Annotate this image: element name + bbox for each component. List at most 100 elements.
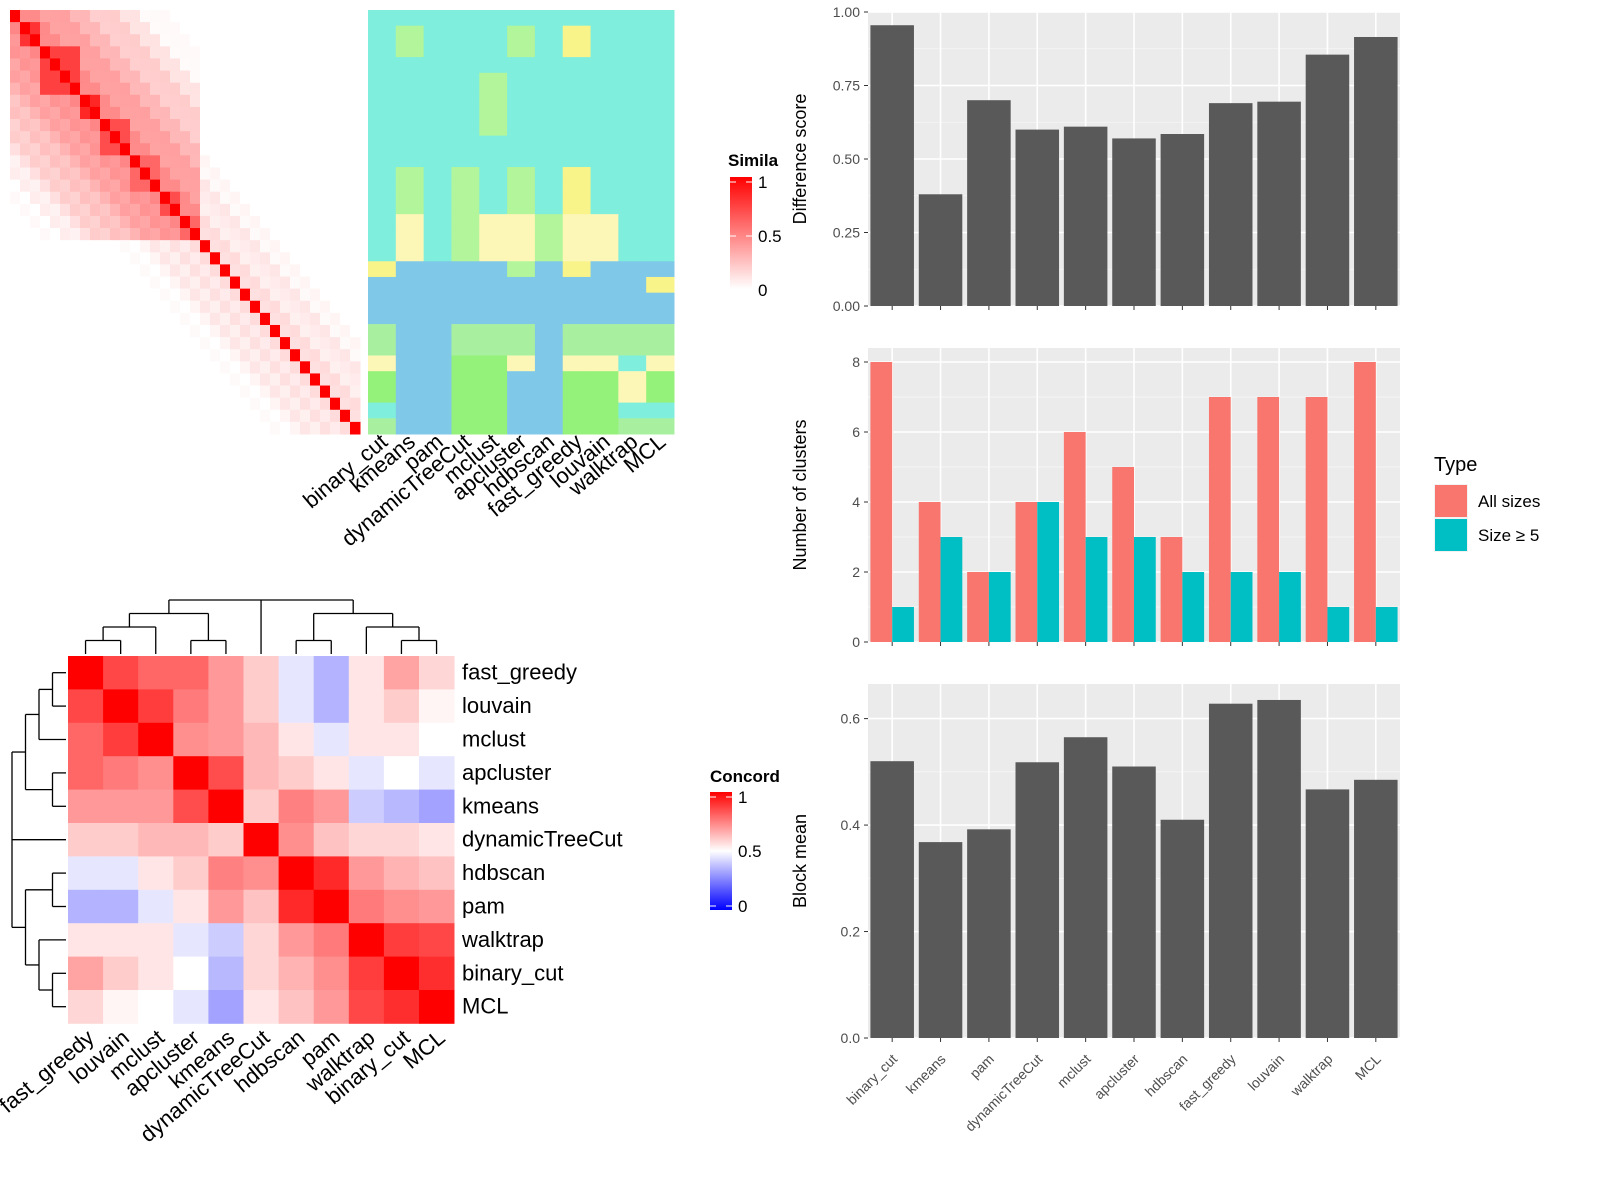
similarity-cell <box>350 373 361 387</box>
similarity-cell <box>330 179 341 193</box>
similarity-cell <box>60 240 71 253</box>
similarity-cell <box>40 312 51 326</box>
similarity-cell <box>290 421 301 435</box>
similarity-cell <box>110 300 121 314</box>
concordance-cell <box>103 956 139 991</box>
similarity-cell <box>100 167 111 181</box>
similarity-cell <box>200 337 211 350</box>
bar <box>870 761 914 1038</box>
similarity-cell <box>170 203 181 217</box>
similarity-cell <box>300 155 311 168</box>
similarity-cell <box>50 421 61 435</box>
similarity-cell <box>120 215 131 229</box>
similarity-cell <box>210 373 221 387</box>
similarity-cell <box>290 240 301 253</box>
similarity-cell <box>330 264 341 278</box>
similarity-cell <box>140 421 151 435</box>
concordance-legend-tick-label: 0 <box>738 897 747 916</box>
membership-cell <box>618 276 647 294</box>
membership-cell <box>451 198 480 215</box>
similarity-cell <box>140 203 151 217</box>
similarity-cell <box>210 119 221 132</box>
concordance-cell <box>313 689 350 724</box>
membership-cell <box>534 308 564 325</box>
membership-cell <box>479 229 508 247</box>
membership-cell <box>590 308 619 325</box>
membership-cell <box>646 10 675 27</box>
similarity-cell <box>280 228 291 241</box>
similarity-cell <box>50 82 61 96</box>
membership-cell <box>368 41 397 58</box>
similarity-cell <box>310 349 321 362</box>
bar <box>1305 789 1350 1038</box>
similarity-cell <box>70 264 81 278</box>
similarity-cell <box>290 373 301 387</box>
membership-cell <box>646 402 675 419</box>
similarity-cell <box>280 82 291 96</box>
similarity-cell <box>150 288 161 302</box>
similarity-cell <box>100 215 111 229</box>
similarity-cell <box>100 82 111 96</box>
similarity-cell <box>60 421 71 435</box>
concordance-cell <box>173 956 209 991</box>
concordance-cell <box>278 722 315 757</box>
similarity-cell <box>100 34 111 47</box>
membership-cell <box>479 135 508 152</box>
similarity-cell <box>340 143 351 156</box>
x-tick-label: louvain <box>1245 1051 1288 1094</box>
similarity-cell <box>230 373 241 387</box>
similarity-cell <box>130 106 141 120</box>
membership-cell <box>395 386 425 404</box>
similarity-cell <box>180 46 191 59</box>
membership-cell <box>534 57 564 74</box>
similarity-cell <box>160 203 171 217</box>
similarity-cell <box>40 155 51 168</box>
membership-cell <box>590 355 619 372</box>
concordance-cell <box>348 789 385 824</box>
similarity-cell <box>160 131 171 144</box>
membership-cell <box>590 167 619 184</box>
similarity-cell <box>180 22 191 35</box>
similarity-cell <box>310 409 321 423</box>
membership-cell <box>368 324 397 341</box>
similarity-cell <box>190 155 201 168</box>
membership-cell <box>534 386 564 404</box>
membership-cell <box>423 371 452 388</box>
similarity-cell <box>160 119 171 132</box>
membership-cell <box>618 229 647 247</box>
similarity-cell <box>150 240 161 253</box>
similarity-cell <box>190 70 201 84</box>
similarity-cell <box>70 409 81 423</box>
similarity-cell <box>20 240 31 253</box>
membership-cell <box>423 25 452 42</box>
similarity-cell <box>210 264 221 278</box>
similarity-cell <box>220 143 231 156</box>
membership-cell <box>534 371 564 388</box>
membership-cell <box>368 214 397 231</box>
concordance-cell <box>348 722 385 757</box>
similarity-cell <box>150 276 161 290</box>
similarity-cell <box>330 288 341 302</box>
concordance-dendrograms <box>11 599 438 1008</box>
membership-cell <box>479 402 508 419</box>
membership-cell <box>368 261 397 278</box>
y-tick-label: 0.75 <box>833 78 860 94</box>
similarity-cell <box>310 10 321 23</box>
similarity-cell <box>280 385 291 399</box>
membership-cell <box>368 72 397 90</box>
similarity-cell <box>100 385 111 399</box>
similarity-cell <box>290 131 301 144</box>
similarity-cell <box>310 179 321 193</box>
bar-all-sizes <box>870 362 893 642</box>
similarity-cell <box>280 337 291 350</box>
y-axis-label: Difference score <box>790 94 810 225</box>
similarity-cell <box>200 373 211 387</box>
concordance-cell <box>68 689 104 724</box>
membership-cell <box>562 308 592 325</box>
similarity-cell <box>240 288 251 302</box>
similarity-cell <box>260 276 271 290</box>
similarity-cell <box>300 94 311 108</box>
membership-cell <box>395 418 425 435</box>
similarity-cell <box>50 155 61 168</box>
